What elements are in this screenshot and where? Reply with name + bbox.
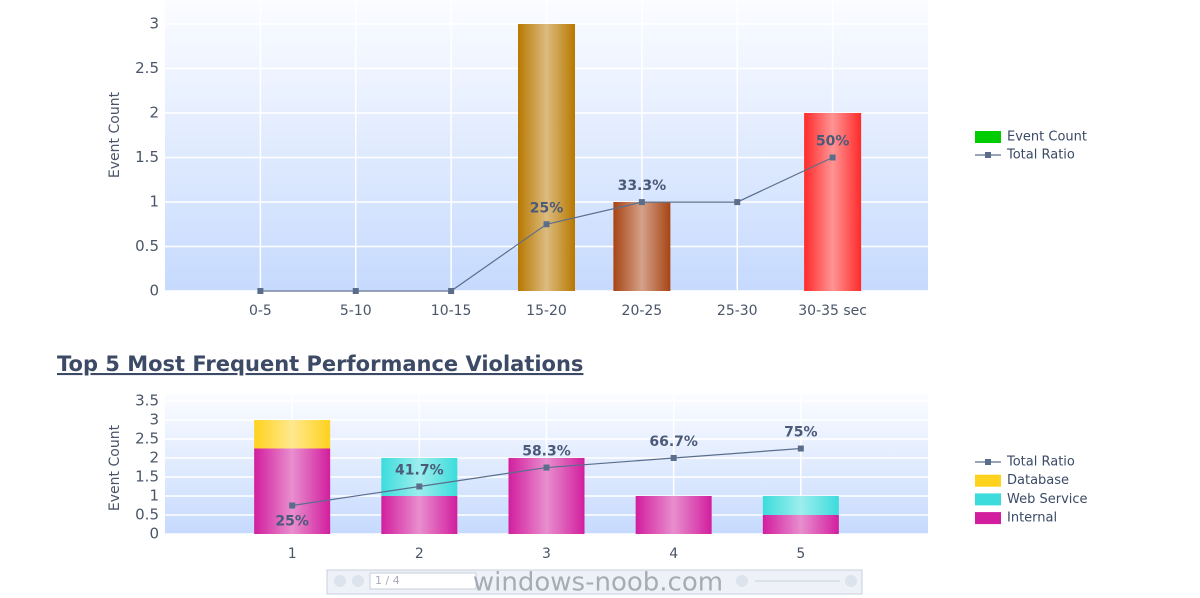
page-box[interactable] <box>369 572 477 590</box>
x-tick-label: 5-10 <box>340 303 372 319</box>
line-marker <box>257 288 264 294</box>
y-tick-label: 3.5 <box>135 392 159 410</box>
y-tick-label: 1 <box>149 487 159 505</box>
toolbar: 1 / 4 <box>326 569 863 595</box>
line-marker <box>734 199 741 206</box>
y-tick-label: 3 <box>149 15 159 33</box>
y-tick-label: 2 <box>149 449 159 467</box>
y-tick-label: 2.5 <box>135 430 159 448</box>
legend-marker <box>985 459 991 465</box>
legend-swatch <box>975 512 1001 525</box>
y-tick-label: 2 <box>149 104 159 122</box>
data-label: 50% <box>816 134 850 150</box>
page-indicator: 1 / 4 <box>375 574 400 587</box>
y-tick-label: 0 <box>149 282 159 300</box>
legend-label: Total Ratio <box>1006 455 1075 470</box>
data-label: 25% <box>530 200 564 216</box>
bar-sheen <box>518 24 575 291</box>
legend-label: Web Service <box>1007 492 1088 507</box>
bar-sheen <box>381 496 458 534</box>
legend-label: Database <box>1007 473 1069 488</box>
x-tick-label: 4 <box>669 546 678 562</box>
legend-marker <box>985 152 991 158</box>
x-tick-label: 2 <box>415 546 424 562</box>
data-label: 33.3% <box>618 178 667 194</box>
y-tick-label: 1.5 <box>135 148 159 166</box>
bar-sheen <box>762 515 839 534</box>
line-marker <box>448 288 455 294</box>
x-tick-label: 3 <box>542 546 551 562</box>
y-tick-label: 3 <box>149 411 159 429</box>
data-label: 41.7% <box>395 462 444 478</box>
data-label: 75% <box>784 425 818 441</box>
line-marker <box>797 445 804 452</box>
legend-swatch <box>975 474 1001 487</box>
y-axis-title: Event Count <box>107 91 123 178</box>
line-marker <box>638 199 645 206</box>
legend-swatch <box>975 131 1001 143</box>
bar-sheen <box>762 496 839 515</box>
x-tick-label: 15-20 <box>526 303 567 319</box>
toolbar-button[interactable] <box>334 575 346 587</box>
x-tick-label: 25-30 <box>717 303 758 319</box>
bar-sheen <box>254 448 331 534</box>
section-heading: Top 5 Most Frequent Performance Violatio… <box>57 352 583 376</box>
y-tick-label: 0.5 <box>135 506 159 524</box>
bar-sheen <box>613 202 671 291</box>
legend-label: Total Ratio <box>1006 148 1075 163</box>
y-tick-label: 1.5 <box>135 468 159 486</box>
x-tick-label: 5 <box>796 546 805 562</box>
y-axis-title: Event Count <box>107 424 123 511</box>
y-tick-label: 0.5 <box>135 237 159 255</box>
bar-sheen <box>254 420 331 449</box>
legend-label: Internal <box>1007 511 1057 526</box>
line-marker <box>289 502 296 509</box>
bar-sheen <box>508 458 585 534</box>
toolbar-button[interactable] <box>352 575 364 587</box>
line-marker <box>543 464 550 471</box>
y-tick-label: 1 <box>149 193 159 211</box>
line-marker <box>829 154 836 161</box>
data-label: 58.3% <box>522 444 571 460</box>
bar-sheen <box>804 113 862 291</box>
x-tick-label: 0-5 <box>249 303 272 319</box>
line-marker <box>352 288 359 294</box>
y-tick-label: 0 <box>149 525 159 543</box>
line-marker <box>416 483 423 490</box>
y-tick-label: 2.5 <box>135 59 159 77</box>
zoom-out[interactable] <box>736 575 748 587</box>
data-label: 66.7% <box>649 434 698 450</box>
legend-swatch <box>975 493 1001 506</box>
x-tick-label: 30-35 sec <box>798 303 867 319</box>
x-tick-label: 20-25 <box>622 303 663 319</box>
line-marker <box>543 221 550 228</box>
x-tick-label: 10-15 <box>431 303 472 319</box>
zoom-in[interactable] <box>845 575 857 587</box>
legend-label: Event Count <box>1007 130 1087 145</box>
line-marker <box>670 454 677 461</box>
bar-sheen <box>635 496 712 534</box>
data-label: 25% <box>275 514 309 530</box>
x-tick-label: 1 <box>288 546 297 562</box>
watermark: windows-noob.com <box>473 568 723 598</box>
